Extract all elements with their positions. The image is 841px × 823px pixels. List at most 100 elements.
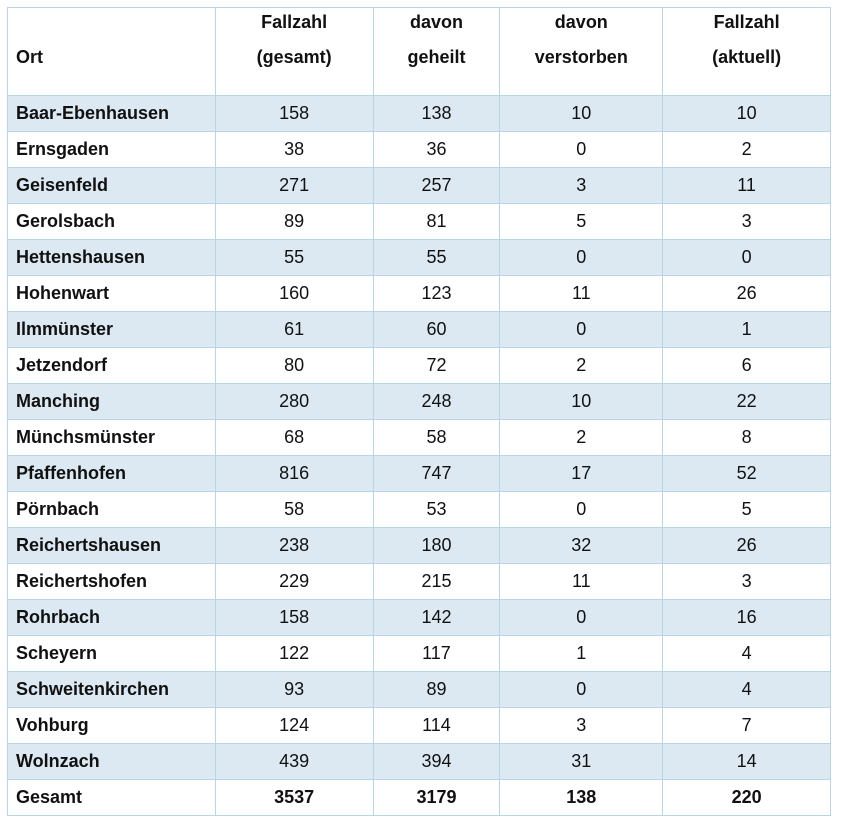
data-row: Pörnbach 58 53 0 5 bbox=[8, 492, 831, 528]
number-cell: 229 bbox=[215, 564, 374, 600]
number-cell: 72 bbox=[373, 348, 501, 384]
place-cell: Baar-Ebenhausen bbox=[8, 96, 216, 132]
number-cell: 271 bbox=[215, 168, 374, 204]
header-cell: Fallzahl (gesamt) bbox=[215, 8, 374, 96]
data-row: Wolnzach 439 394 31 14 bbox=[8, 744, 831, 780]
number-cell: 5 bbox=[500, 204, 664, 240]
data-row: Reichertshausen 238 180 32 26 bbox=[8, 528, 831, 564]
place-cell: Gerolsbach bbox=[8, 204, 216, 240]
number-cell: 89 bbox=[373, 672, 501, 708]
number-cell: 3537 bbox=[215, 780, 374, 816]
number-cell: 0 bbox=[663, 240, 831, 276]
place-cell: Schweitenkirchen bbox=[8, 672, 216, 708]
number-cell: 138 bbox=[500, 780, 664, 816]
number-cell: 38 bbox=[215, 132, 374, 168]
number-cell: 32 bbox=[500, 528, 664, 564]
header-text: davon bbox=[409, 12, 463, 32]
number-cell: 93 bbox=[215, 672, 374, 708]
number-cell: 7 bbox=[663, 708, 831, 744]
number-cell: 0 bbox=[500, 492, 664, 528]
number-cell: 138 bbox=[373, 96, 501, 132]
number-cell: 8 bbox=[663, 420, 831, 456]
number-cell: 3 bbox=[663, 564, 831, 600]
number-cell: 10 bbox=[500, 96, 664, 132]
number-cell: 1 bbox=[663, 312, 831, 348]
data-row: Schweitenkirchen 93 89 0 4 bbox=[8, 672, 831, 708]
number-cell: 2 bbox=[500, 420, 664, 456]
number-cell: 61 bbox=[215, 312, 374, 348]
number-cell: 11 bbox=[500, 564, 664, 600]
number-cell: 26 bbox=[663, 528, 831, 564]
number-cell: 89 bbox=[215, 204, 374, 240]
place-cell: Pfaffenhofen bbox=[8, 456, 216, 492]
number-cell: 248 bbox=[373, 384, 501, 420]
header-text: Fallzahl bbox=[261, 12, 328, 32]
number-cell: 0 bbox=[500, 240, 664, 276]
number-cell: 215 bbox=[373, 564, 501, 600]
number-cell: 10 bbox=[663, 96, 831, 132]
number-cell: 0 bbox=[500, 132, 664, 168]
data-row: Jetzendorf 80 72 2 6 bbox=[8, 348, 831, 384]
number-cell: 17 bbox=[500, 456, 664, 492]
data-row: Rohrbach 158 142 0 16 bbox=[8, 600, 831, 636]
number-cell: 4 bbox=[663, 636, 831, 672]
header-cell: davon geheilt bbox=[373, 8, 501, 96]
place-cell: Rohrbach bbox=[8, 600, 216, 636]
data-row: Manching 280 248 10 22 bbox=[8, 384, 831, 420]
number-cell: 11 bbox=[663, 168, 831, 204]
number-cell: 123 bbox=[373, 276, 501, 312]
header-text: davon bbox=[554, 12, 608, 32]
number-cell: 26 bbox=[663, 276, 831, 312]
header-cell: davon verstorben bbox=[500, 8, 664, 96]
place-cell: Manching bbox=[8, 384, 216, 420]
number-cell: 3 bbox=[500, 168, 664, 204]
header-text: (aktuell) bbox=[712, 47, 782, 67]
number-cell: 3 bbox=[663, 204, 831, 240]
number-cell: 14 bbox=[663, 744, 831, 780]
header-cell: Fallzahl (aktuell) bbox=[663, 8, 831, 96]
number-cell: 3 bbox=[500, 708, 664, 744]
number-cell: 80 bbox=[215, 348, 374, 384]
place-cell: Ernsgaden bbox=[8, 132, 216, 168]
number-cell: 257 bbox=[373, 168, 501, 204]
number-cell: 2 bbox=[663, 132, 831, 168]
number-cell: 747 bbox=[373, 456, 501, 492]
data-row: Baar-Ebenhausen 158 138 10 10 bbox=[8, 96, 831, 132]
number-cell: 55 bbox=[215, 240, 374, 276]
data-row: Hohenwart 160 123 11 26 bbox=[8, 276, 831, 312]
place-cell: Vohburg bbox=[8, 708, 216, 744]
number-cell: 10 bbox=[500, 384, 664, 420]
number-cell: 394 bbox=[373, 744, 501, 780]
number-cell: 11 bbox=[500, 276, 664, 312]
number-cell: 31 bbox=[500, 744, 664, 780]
number-cell: 4 bbox=[663, 672, 831, 708]
number-cell: 2 bbox=[500, 348, 664, 384]
place-cell: Münchsmünster bbox=[8, 420, 216, 456]
number-cell: 142 bbox=[373, 600, 501, 636]
number-cell: 117 bbox=[373, 636, 501, 672]
number-cell: 5 bbox=[663, 492, 831, 528]
data-row: Geisenfeld 271 257 3 11 bbox=[8, 168, 831, 204]
place-cell: Scheyern bbox=[8, 636, 216, 672]
number-cell: 36 bbox=[373, 132, 501, 168]
place-cell: Pörnbach bbox=[8, 492, 216, 528]
data-row: Reichertshofen 229 215 11 3 bbox=[8, 564, 831, 600]
table: Ort Fallzahl (gesamt) davon geheilt davon vers… bbox=[7, 7, 831, 816]
number-cell: 439 bbox=[215, 744, 374, 780]
place-cell: Gesamt bbox=[8, 780, 216, 816]
number-cell: 3179 bbox=[373, 780, 501, 816]
number-cell: 158 bbox=[215, 96, 374, 132]
number-cell: 6 bbox=[663, 348, 831, 384]
number-cell: 124 bbox=[215, 708, 374, 744]
number-cell: 22 bbox=[663, 384, 831, 420]
place-cell: Reichertshausen bbox=[8, 528, 216, 564]
number-cell: 220 bbox=[663, 780, 831, 816]
header-text: geheilt bbox=[407, 47, 466, 67]
place-cell: Ilmmünster bbox=[8, 312, 216, 348]
data-row: Hettenshausen 55 55 0 0 bbox=[8, 240, 831, 276]
place-cell: Hohenwart bbox=[8, 276, 216, 312]
number-cell: 58 bbox=[215, 492, 374, 528]
header-text: Ort bbox=[16, 47, 43, 67]
